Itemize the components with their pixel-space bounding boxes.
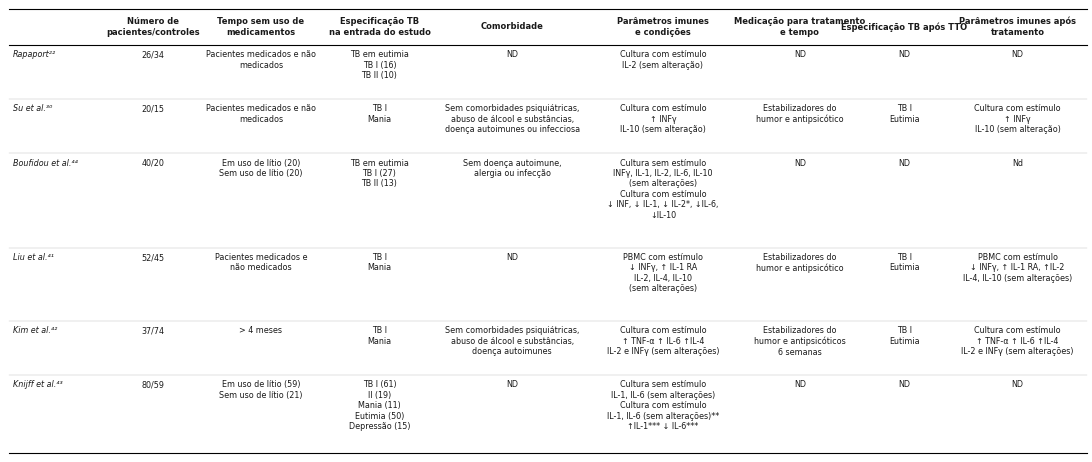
- Text: Nd: Nd: [1012, 158, 1023, 168]
- Text: ND: ND: [506, 380, 518, 389]
- Text: Sem comorbidades psiquiátricas,
abuso de álcool e substâncias,
doença autoimunes: Sem comorbidades psiquiátricas, abuso de…: [444, 104, 580, 134]
- Text: Tempo sem uso de
medicamentos: Tempo sem uso de medicamentos: [217, 17, 305, 36]
- Text: Rapaport²²: Rapaport²²: [13, 50, 57, 59]
- Text: TB I
Eutimia: TB I Eutimia: [889, 326, 919, 346]
- Text: ND: ND: [506, 253, 518, 262]
- Text: Parâmetros imunes após
tratamento: Parâmetros imunes após tratamento: [959, 17, 1076, 37]
- Text: ND: ND: [899, 158, 911, 168]
- Text: 26/34: 26/34: [142, 50, 165, 59]
- Text: Número de
pacientes/controles: Número de pacientes/controles: [106, 17, 200, 36]
- Text: Estabilizadores do
humor e antipsicótico: Estabilizadores do humor e antipsicótico: [756, 104, 844, 124]
- Text: ND: ND: [506, 50, 518, 59]
- Text: TB em eutimia
TB I (16)
TB II (10): TB em eutimia TB I (16) TB II (10): [351, 50, 408, 80]
- Text: Especificação TB
na entrada do estudo: Especificação TB na entrada do estudo: [329, 17, 430, 36]
- Text: 37/74: 37/74: [142, 326, 165, 335]
- Text: > 4 meses: > 4 meses: [239, 326, 283, 335]
- Text: ND: ND: [1011, 50, 1023, 59]
- Text: 52/45: 52/45: [142, 253, 165, 262]
- Text: TB I
Eutimia: TB I Eutimia: [889, 104, 919, 124]
- Text: Estabilizadores do
humor e antipsicóticos
6 semanas: Estabilizadores do humor e antipsicótico…: [753, 326, 845, 357]
- Text: Em uso de lítio (20)
Sem uso de lítio (20): Em uso de lítio (20) Sem uso de lítio (2…: [219, 158, 302, 178]
- Text: 40/20: 40/20: [142, 158, 165, 168]
- Text: Cultura com estímulo
↑ TNF-α ↑ IL-6 ↑IL-4
IL-2 e INFγ (sem alterações): Cultura com estímulo ↑ TNF-α ↑ IL-6 ↑IL-…: [607, 326, 720, 356]
- Text: ND: ND: [1011, 380, 1023, 389]
- Text: Pacientes medicados e não
medicados: Pacientes medicados e não medicados: [206, 104, 316, 124]
- Text: Kim et al.⁴²: Kim et al.⁴²: [13, 326, 58, 335]
- Text: Cultura sem estímulo
IL-1, IL-6 (sem alterações)
Cultura com estímulo
IL-1, IL-6: Cultura sem estímulo IL-1, IL-6 (sem alt…: [607, 380, 720, 431]
- Text: 80/59: 80/59: [142, 380, 165, 389]
- Text: TB I
Eutimia: TB I Eutimia: [889, 253, 919, 273]
- Text: Estabilizadores do
humor e antipsicótico: Estabilizadores do humor e antipsicótico: [756, 253, 844, 273]
- Text: PBMC com estímulo
↓ INFγ, ↑ IL-1 RA
IL-2, IL-4, IL-10
(sem alterações): PBMC com estímulo ↓ INFγ, ↑ IL-1 RA IL-2…: [622, 253, 703, 293]
- Text: TB I
Mania: TB I Mania: [367, 104, 392, 124]
- Text: Cultura com estímulo
↑ INFγ
IL-10 (sem alteração): Cultura com estímulo ↑ INFγ IL-10 (sem a…: [619, 104, 707, 134]
- Text: Parâmetros imunes
e condições: Parâmetros imunes e condições: [617, 17, 709, 36]
- Text: TB I (61)
II (19)
Mania (11)
Eutimia (50)
Depressão (15): TB I (61) II (19) Mania (11) Eutimia (50…: [348, 380, 411, 431]
- Text: ND: ND: [794, 50, 806, 59]
- Text: Sem doença autoimune,
alergia ou infecção: Sem doença autoimune, alergia ou infecçã…: [463, 158, 561, 178]
- Text: ND: ND: [899, 50, 911, 59]
- Text: Pacientes medicados e
não medicados: Pacientes medicados e não medicados: [215, 253, 307, 273]
- Text: ND: ND: [794, 380, 806, 389]
- Text: Pacientes medicados e não
medicados: Pacientes medicados e não medicados: [206, 50, 316, 70]
- Text: Cultura com estímulo
IL-2 (sem alteração): Cultura com estímulo IL-2 (sem alteração…: [619, 50, 707, 70]
- Text: TB em eutimia
TB I (27)
TB II (13): TB em eutimia TB I (27) TB II (13): [351, 158, 408, 188]
- Text: Cultura sem estímulo
INFγ, IL-1, IL-2, IL-6, IL-10
(sem alterações)
Cultura com : Cultura sem estímulo INFγ, IL-1, IL-2, I…: [607, 158, 719, 220]
- Text: Comorbidade: Comorbidade: [480, 23, 544, 31]
- Text: Cultura com estímulo
↑ TNF-α ↑ IL-6 ↑IL-4
IL-2 e INFγ (sem alterações): Cultura com estímulo ↑ TNF-α ↑ IL-6 ↑IL-…: [961, 326, 1073, 356]
- Text: Medicação para tratamento
e tempo: Medicação para tratamento e tempo: [734, 17, 866, 36]
- Text: TB I
Mania: TB I Mania: [367, 326, 392, 346]
- Text: Knijff et al.⁴³: Knijff et al.⁴³: [13, 380, 63, 389]
- Text: Boufidou et al.⁴⁴: Boufidou et al.⁴⁴: [13, 158, 78, 168]
- Text: Especificação TB após TTO: Especificação TB após TTO: [841, 22, 968, 32]
- Text: TB I
Mania: TB I Mania: [367, 253, 392, 273]
- Text: 20/15: 20/15: [142, 104, 165, 114]
- Text: PBMC com estímulo
↓ INFγ, ↑ IL-1 RA, ↑IL-2
IL-4, IL-10 (sem alterações): PBMC com estímulo ↓ INFγ, ↑ IL-1 RA, ↑IL…: [963, 253, 1072, 283]
- Text: Cultura com estímulo
↑ INFγ
IL-10 (sem alteração): Cultura com estímulo ↑ INFγ IL-10 (sem a…: [974, 104, 1060, 134]
- Text: Su et al.³⁰: Su et al.³⁰: [13, 104, 52, 114]
- Text: Em uso de lítio (59)
Sem uso de lítio (21): Em uso de lítio (59) Sem uso de lítio (2…: [219, 380, 302, 400]
- Text: ND: ND: [794, 158, 806, 168]
- Text: ND: ND: [899, 380, 911, 389]
- Text: Liu et al.⁴¹: Liu et al.⁴¹: [13, 253, 55, 262]
- Text: Sem comorbidades psiquiátricas,
abuso de álcool e substâncias,
doença autoimunes: Sem comorbidades psiquiátricas, abuso de…: [444, 326, 579, 356]
